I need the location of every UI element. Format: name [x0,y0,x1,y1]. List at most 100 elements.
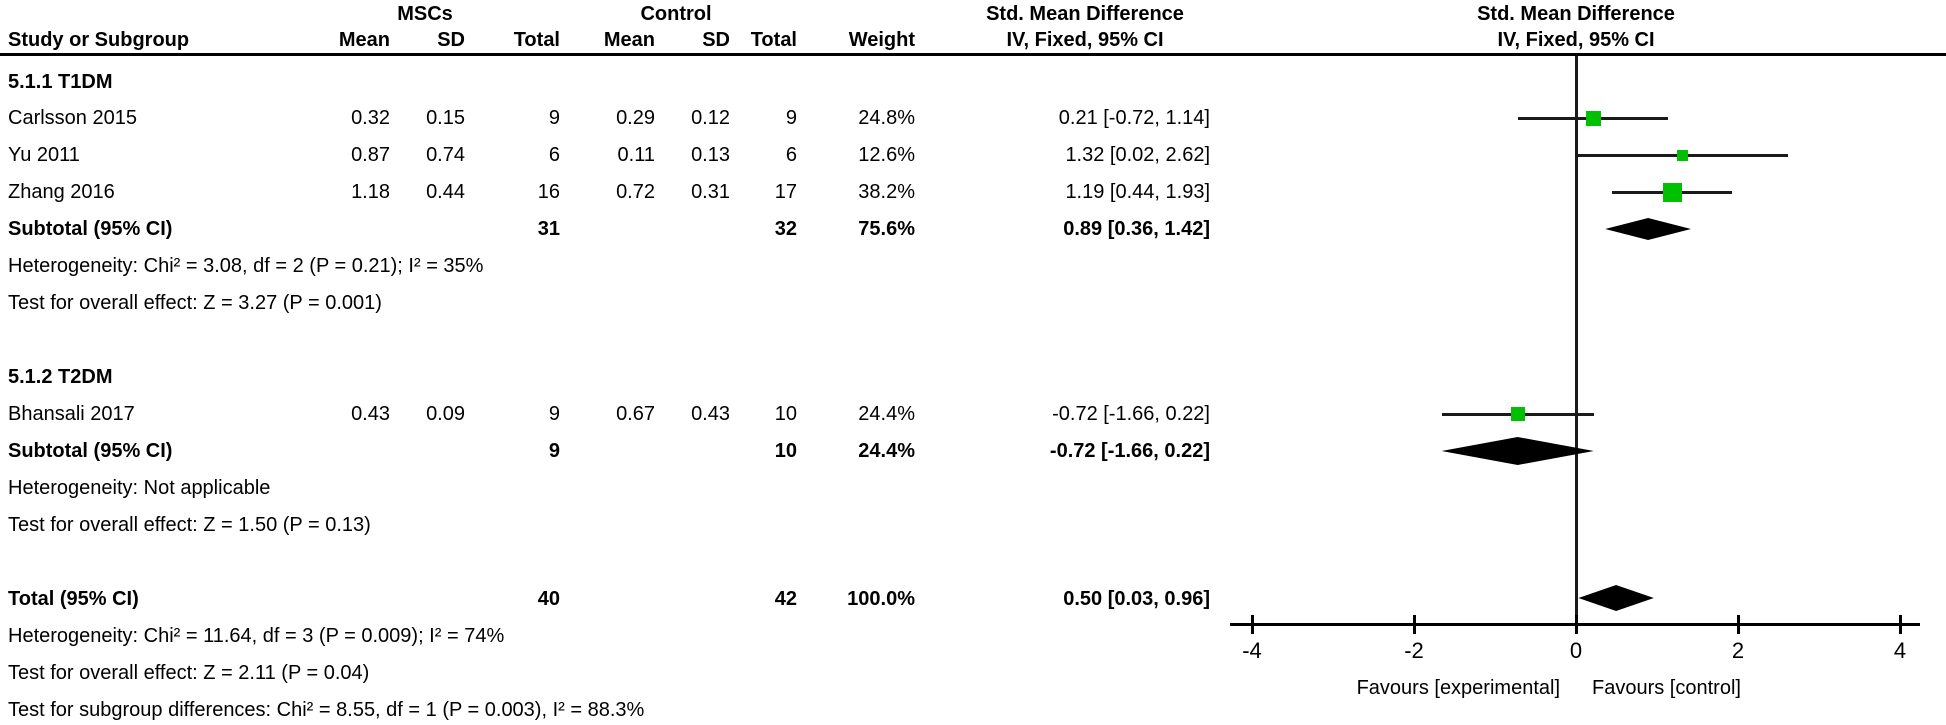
overall-effect-text: Test for overall effect: Z = 3.27 (P = 0… [8,292,382,314]
smd-ci-value: 0.89 [0.36, 1.42] [1063,218,1210,240]
sd-mscs: 0.15 [426,107,465,129]
heterogeneity-t2dm: Heterogeneity: Not applicable [0,474,1946,502]
total-mscs: 9 [548,107,560,129]
subtotal-label: Subtotal (95% CI) [8,218,173,240]
total-control: 10 [774,403,797,425]
col-header-ci-method-plot: IV, Fixed, 95% CI [1497,29,1655,51]
effect-square-marker [1585,110,1601,126]
group-header-control: Control [640,3,712,25]
smd-ci-value: -0.72 [-1.66, 0.22] [1052,403,1210,425]
sd-control: 0.31 [691,181,730,203]
header-smd-text-column: Std. Mean Difference [986,3,1184,25]
total-control: 10 [774,440,797,462]
axis-tick-label: 0 [1569,638,1583,663]
heterogeneity-text: Heterogeneity: Not applicable [8,477,271,499]
heterogeneity-text: Heterogeneity: Chi² = 11.64, df = 3 (P =… [8,625,505,647]
effect-square-marker [1662,182,1682,202]
group-header-mscs: MSCs [397,3,453,25]
mean-control: 0.11 [617,144,655,166]
subgroup-label: 5.1.2 T2DM [8,366,113,388]
col-header-study: Study or Subgroup [8,29,190,51]
total-mscs: 16 [537,181,560,203]
sd-control: 0.12 [691,107,730,129]
heterogeneity-text: Heterogeneity: Chi² = 3.08, df = 2 (P = … [8,255,484,277]
subgroup-label: 5.1.1 T1DM [8,71,113,93]
axis-tick-mark [1898,615,1902,634]
weight-value: 100.0% [847,588,915,610]
total-mscs: 9 [548,440,560,462]
heterogeneity-total: Heterogeneity: Chi² = 11.64, df = 3 (P =… [0,622,1946,650]
weight-value: 75.6% [858,218,915,240]
study-label: Yu 2011 [8,144,80,166]
total-mscs: 6 [548,144,560,166]
smd-ci-value: -0.72 [-1.66, 0.22] [1049,440,1210,462]
axis-tick-label: 2 [1731,638,1745,663]
axis-tick-label: 4 [1893,638,1907,663]
subtotal-label: Subtotal (95% CI) [8,440,173,462]
mean-mscs: 0.43 [351,403,390,425]
favours-control-label: Favours [control] [1592,677,1741,699]
header-divider [0,53,1946,56]
mean-mscs: 0.87 [351,144,390,166]
study-label: Bhansali 2017 [8,403,135,425]
study-label: Zhang 2016 [8,181,115,203]
total-mscs: 31 [537,218,560,240]
axis-tick-mark [1574,615,1578,634]
weight-value: 38.2% [858,181,915,203]
sd-control: 0.13 [691,144,730,166]
weight-value: 24.4% [858,403,915,425]
mean-control: 0.29 [616,107,655,129]
table-row-subtotal-t2dm: Subtotal (95% CI) 9 10 24.4% -0.72 [-1.6… [0,437,1946,465]
weight-value: 24.4% [858,440,915,462]
mean-mscs: 1.18 [351,181,390,203]
table-row-subtotal-t1dm: Subtotal (95% CI) 31 32 75.6% 0.89 [0.36… [0,215,1946,243]
table-row-yu: Yu 2011 0.87 0.74 6 0.11 0.13 6 12.6% 1.… [0,141,1946,169]
subgroup-differences-text: Test for subgroup differences: Chi² = 8.… [8,699,645,721]
table-row-total: Total (95% CI) 40 42 100.0% 0.50 [0.03, … [0,585,1946,613]
header-columns-row: Study or Subgroup Mean SD Total Mean SD … [0,26,1946,54]
mean-control: 0.72 [616,181,655,203]
sd-control: 0.43 [691,403,730,425]
axis-tick-label: -2 [1404,638,1424,663]
total-control: 6 [785,144,797,166]
total-mscs: 9 [548,403,560,425]
subgroup-header-t2dm: 5.1.2 T2DM [0,363,1946,391]
mean-control: 0.67 [616,403,655,425]
weight-value: 24.8% [858,107,915,129]
total-mscs: 40 [537,588,560,610]
pooled-effect-diamond [1605,218,1692,240]
overall-effect-text: Test for overall effect: Z = 1.50 (P = 0… [8,514,371,536]
subgroup-differences: Test for subgroup differences: Chi² = 8.… [0,696,1946,724]
subgroup-header-t1dm: 5.1.1 T1DM [0,68,1946,96]
col-header-total-control: Total [750,29,797,51]
col-header-weight: Weight [848,29,915,51]
overall-effect-text: Test for overall effect: Z = 2.11 (P = 0… [8,662,370,684]
header-smd-plot-column: Std. Mean Difference [1477,3,1675,25]
weight-value: 12.6% [858,144,915,166]
mean-mscs: 0.32 [351,107,390,129]
table-row-carlsson: Carlsson 2015 0.32 0.15 9 0.29 0.12 9 24… [0,104,1946,132]
col-header-sd-control: SD [702,29,730,51]
col-header-mean-mscs: Mean [338,29,390,51]
overall-effect-t2dm: Test for overall effect: Z = 1.50 (P = 0… [0,511,1946,539]
sd-mscs: 0.44 [426,181,465,203]
total-control: 9 [785,107,797,129]
overall-effect-total: Test for overall effect: Z = 2.11 (P = 0… [0,659,1946,687]
zero-effect-line [1574,56,1578,625]
study-label: Carlsson 2015 [8,107,137,129]
col-header-sd-mscs: SD [437,29,465,51]
col-header-total-mscs: Total [513,29,560,51]
smd-ci-value: 1.32 [0.02, 2.62] [1065,144,1210,166]
col-header-ci-method: IV, Fixed, 95% CI [1006,29,1164,51]
axis-tick-mark [1736,615,1740,634]
header-group-row: MSCs Control Std. Mean Difference Std. M… [0,0,1946,28]
table-row-bhansali: Bhansali 2017 0.43 0.09 9 0.67 0.43 10 2… [0,400,1946,428]
col-header-mean-control: Mean [603,29,655,51]
overall-effect-t1dm: Test for overall effect: Z = 3.27 (P = 0… [0,289,1946,317]
total-control: 17 [774,181,797,203]
smd-ci-value: 0.21 [-0.72, 1.14] [1058,107,1210,129]
total-control: 32 [774,218,797,240]
axis-tick-label: -4 [1242,638,1262,663]
total-control: 42 [774,588,797,610]
